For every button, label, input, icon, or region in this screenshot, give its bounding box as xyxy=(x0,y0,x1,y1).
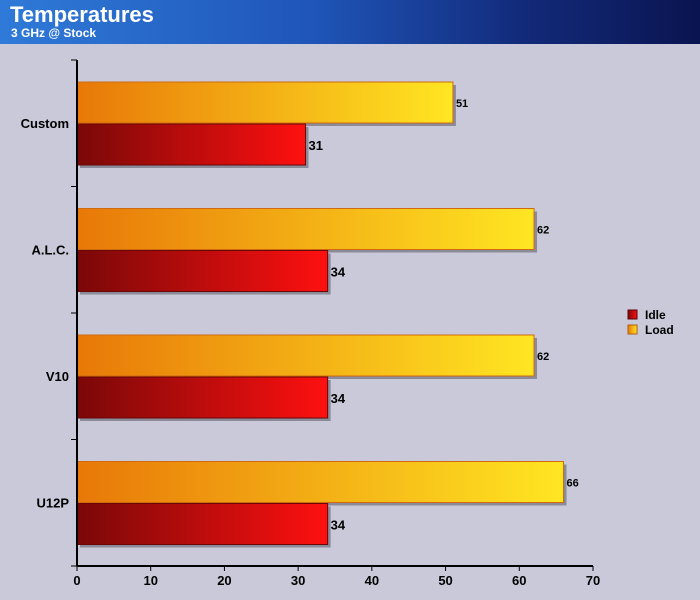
x-tick-label-7: 70 xyxy=(586,573,600,588)
data-label-load-0: 51 xyxy=(456,98,468,110)
legend-label-idle: Idle xyxy=(645,308,666,322)
data-label-load-3: 66 xyxy=(567,478,579,490)
legend-label-load: Load xyxy=(645,323,674,337)
chart-header: Temperatures 3 GHz @ Stock xyxy=(0,0,700,44)
legend-swatch-load xyxy=(627,324,638,335)
bar-idle-1 xyxy=(76,250,329,292)
chart-subtitle: 3 GHz @ Stock xyxy=(11,26,97,40)
x-tick-label-5: 50 xyxy=(438,573,452,588)
bar-load-3 xyxy=(76,461,565,503)
x-tick-label-6: 60 xyxy=(512,573,526,588)
bar-load-0 xyxy=(76,81,454,124)
data-label-idle-1: 34 xyxy=(331,265,346,280)
x-tick-label-4: 40 xyxy=(365,573,379,588)
data-label-idle-3: 34 xyxy=(331,518,346,533)
bar-idle-0 xyxy=(76,123,307,166)
bar-idle-2 xyxy=(76,376,329,419)
data-label-idle-2: 34 xyxy=(331,391,346,406)
legend-swatch-idle xyxy=(627,309,638,320)
category-label-0: Custom xyxy=(21,116,69,131)
bar-idle-3 xyxy=(76,503,329,545)
category-label-1: A.L.C. xyxy=(31,243,69,258)
chart-title: Temperatures xyxy=(10,2,154,27)
category-label-3: U12P xyxy=(36,496,69,511)
bar-load-1 xyxy=(76,208,535,250)
x-tick-label-1: 10 xyxy=(143,573,157,588)
x-tick-label-0: 0 xyxy=(73,573,80,588)
category-label-2: V10 xyxy=(46,369,69,384)
data-label-idle-0: 31 xyxy=(309,138,323,153)
x-tick-label-2: 20 xyxy=(217,573,231,588)
bar-load-2 xyxy=(76,334,535,377)
x-tick-label-3: 30 xyxy=(291,573,305,588)
data-label-load-1: 62 xyxy=(537,225,549,237)
data-label-load-2: 62 xyxy=(537,351,549,363)
